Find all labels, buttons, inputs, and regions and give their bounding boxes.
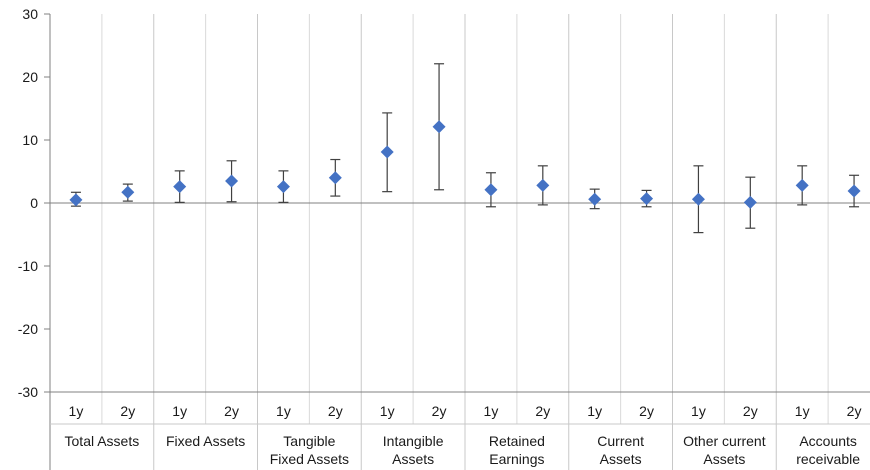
data-point-marker: [328, 171, 342, 185]
data-point-marker: [795, 178, 809, 192]
data-point-marker: [743, 195, 757, 209]
category-label: Tangible Fixed Assets: [270, 433, 349, 467]
sub-category-label: 2y: [535, 403, 550, 419]
sub-category-label: 2y: [224, 403, 239, 419]
data-point-marker: [484, 183, 498, 197]
category-label-line: Earnings: [489, 451, 544, 467]
category-label: Retained Earnings: [489, 433, 545, 467]
data-point-marker: [640, 192, 654, 206]
data-point-marker: [536, 178, 550, 192]
category-label: Other current Assets: [683, 433, 766, 467]
sub-category-label: 2y: [432, 403, 447, 419]
category-label: Current Assets: [597, 433, 644, 467]
data-point-marker: [380, 145, 394, 159]
category-label-line: Assets: [703, 451, 745, 467]
sub-category-label: 2y: [743, 403, 758, 419]
y-tick-label: 10: [22, 132, 38, 148]
sub-category-label: 1y: [380, 403, 395, 419]
data-point-marker: [847, 184, 861, 198]
sub-category-label: 2y: [328, 403, 343, 419]
sub-category-label: 2y: [120, 403, 135, 419]
data-point-marker: [276, 180, 290, 194]
category-label-line: Fixed Assets: [166, 433, 245, 449]
category-label: Intangible Assets: [383, 433, 444, 467]
sub-category-label: 1y: [172, 403, 187, 419]
y-tick-label: -30: [18, 384, 38, 400]
y-tick-label: -10: [18, 258, 38, 274]
category-label-line: Current: [597, 433, 644, 449]
category-label-line: receivable: [796, 451, 860, 467]
sub-category-label: 1y: [484, 403, 499, 419]
sub-category-label: 2y: [847, 403, 862, 419]
category-label: Fixed Assets: [166, 433, 245, 449]
sub-category-label: 1y: [587, 403, 602, 419]
sub-category-label: 1y: [691, 403, 706, 419]
y-tick-label: 20: [22, 69, 38, 85]
category-label-line: Tangible: [283, 433, 335, 449]
category-label: Accounts receivable: [796, 433, 860, 467]
data-point-marker: [588, 192, 602, 206]
data-point-marker: [173, 180, 187, 194]
sub-category-label: 1y: [276, 403, 291, 419]
sub-category-label: 2y: [639, 403, 654, 419]
category-label-line: Retained: [489, 433, 545, 449]
category-label-line: Fixed Assets: [270, 451, 349, 467]
data-point-marker: [69, 193, 83, 207]
data-point-marker: [432, 120, 446, 134]
category-label-line: Other current: [683, 433, 766, 449]
y-tick-label: 30: [22, 6, 38, 22]
y-tick-label: -20: [18, 321, 38, 337]
data-point-marker: [225, 174, 239, 188]
category-label-line: Total Assets: [65, 433, 140, 449]
category-label-line: Assets: [392, 451, 434, 467]
data-point-marker: [121, 185, 135, 199]
category-label-line: Assets: [600, 451, 642, 467]
category-label-line: Intangible: [383, 433, 444, 449]
data-point-marker: [691, 192, 705, 206]
y-tick-label: 0: [30, 195, 38, 211]
sub-category-label: 1y: [795, 403, 810, 419]
sub-category-label: 1y: [69, 403, 84, 419]
category-label-line: Accounts: [799, 433, 857, 449]
category-label: Total Assets: [65, 433, 140, 449]
